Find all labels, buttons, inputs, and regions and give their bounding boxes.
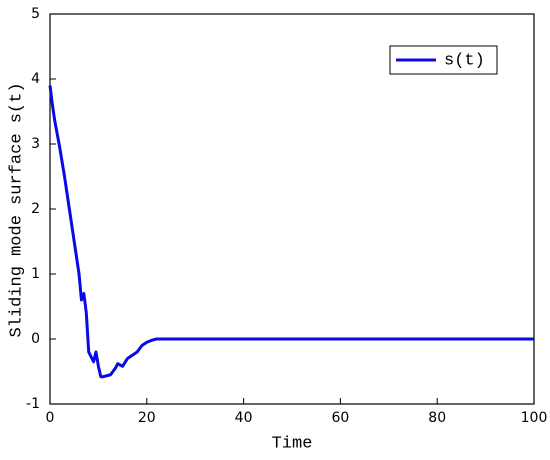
y-tick-label: 3 [31,136,40,152]
y-tick-label: 0 [31,331,40,347]
x-tick-label: 60 [331,410,349,426]
x-axis-label: Time [272,434,313,453]
y-tick-label: 1 [31,266,40,282]
x-tick-label: 100 [521,410,548,426]
x-tick-label: 80 [428,410,446,426]
x-tick-label: 0 [46,410,55,426]
y-tick-label: 4 [31,71,40,87]
legend-label: s(t) [444,51,485,70]
y-tick-label: 5 [31,6,40,22]
x-tick-label: 40 [235,410,253,426]
y-tick-label: 2 [31,201,40,217]
y-tick-label: -1 [26,396,40,412]
x-tick-label: 20 [138,410,156,426]
y-axis-label: Sliding mode surface s(t) [7,82,26,337]
line [48,85,534,379]
